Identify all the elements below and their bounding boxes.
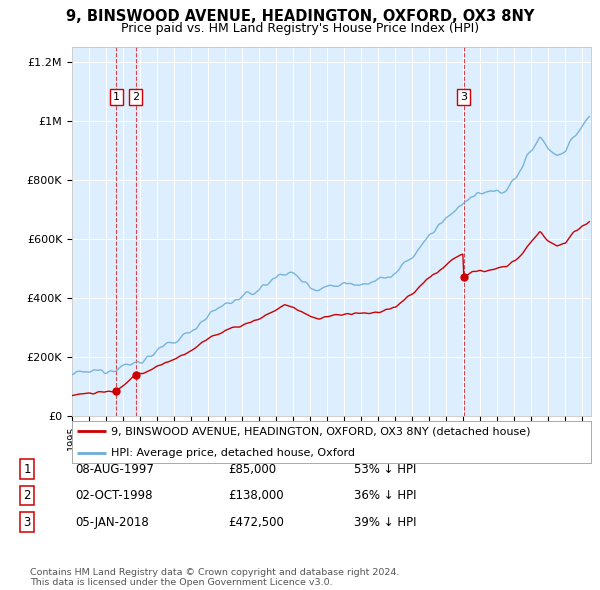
Text: 1: 1	[23, 463, 31, 476]
Text: HPI: Average price, detached house, Oxford: HPI: Average price, detached house, Oxfo…	[111, 448, 355, 457]
Text: 39% ↓ HPI: 39% ↓ HPI	[354, 516, 416, 529]
Text: 9, BINSWOOD AVENUE, HEADINGTON, OXFORD, OX3 8NY: 9, BINSWOOD AVENUE, HEADINGTON, OXFORD, …	[66, 9, 534, 24]
Text: 53% ↓ HPI: 53% ↓ HPI	[354, 463, 416, 476]
Text: 08-AUG-1997: 08-AUG-1997	[75, 463, 154, 476]
Text: 9, BINSWOOD AVENUE, HEADINGTON, OXFORD, OX3 8NY (detached house): 9, BINSWOOD AVENUE, HEADINGTON, OXFORD, …	[111, 427, 530, 436]
Text: Price paid vs. HM Land Registry's House Price Index (HPI): Price paid vs. HM Land Registry's House …	[121, 22, 479, 35]
Text: £85,000: £85,000	[228, 463, 276, 476]
Text: £472,500: £472,500	[228, 516, 284, 529]
Text: 2: 2	[132, 92, 139, 102]
Text: £138,000: £138,000	[228, 489, 284, 502]
Text: 1: 1	[113, 92, 120, 102]
Text: 2: 2	[23, 489, 31, 502]
Text: 3: 3	[23, 516, 31, 529]
Text: 05-JAN-2018: 05-JAN-2018	[75, 516, 149, 529]
Text: Contains HM Land Registry data © Crown copyright and database right 2024.
This d: Contains HM Land Registry data © Crown c…	[30, 568, 400, 587]
Text: 02-OCT-1998: 02-OCT-1998	[75, 489, 152, 502]
Text: 3: 3	[460, 92, 467, 102]
Text: 36% ↓ HPI: 36% ↓ HPI	[354, 489, 416, 502]
